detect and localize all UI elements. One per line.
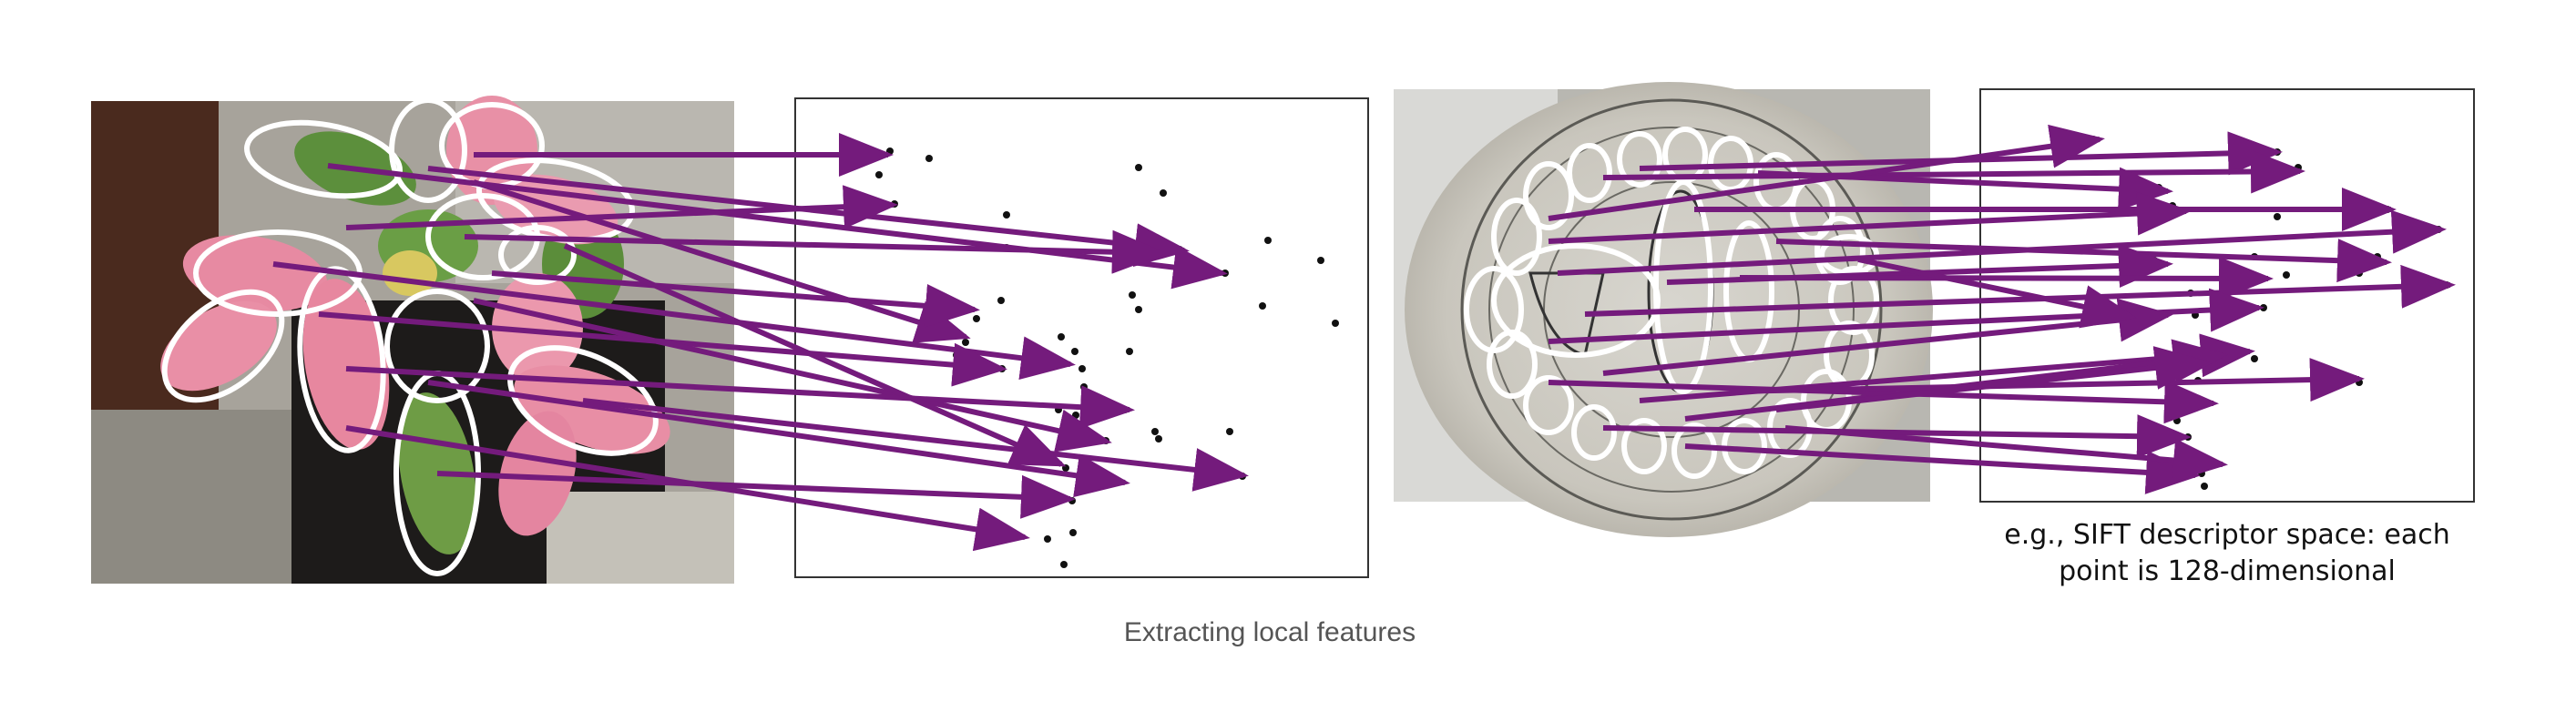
feature-arrow [1548, 380, 2219, 424]
feature-arrow [1684, 443, 2201, 494]
feature-arrow [1602, 414, 2192, 459]
region-ellipse [498, 225, 577, 285]
feature-arrow [563, 243, 1067, 467]
descriptor-point [2198, 470, 2205, 477]
feature-arrow [345, 366, 1135, 430]
figure-caption: Extracting local features [1123, 617, 1416, 647]
descriptor-point [1080, 383, 1088, 391]
descriptor-point [1003, 211, 1010, 219]
region-ellipse [1491, 198, 1542, 276]
descriptor-point [1062, 464, 1069, 472]
region-ellipse [1523, 161, 1574, 230]
descriptor-point [2356, 270, 2363, 277]
region-ellipse [1567, 143, 1612, 203]
descriptor-point [1044, 535, 1051, 543]
descriptor-point [875, 171, 883, 178]
descriptor-point [1060, 561, 1068, 568]
descriptor-point [2274, 213, 2281, 220]
region-ellipse [389, 97, 467, 203]
descriptor-point [1264, 237, 1272, 244]
descriptor-point [1135, 306, 1142, 313]
feature-arrow [582, 398, 1249, 492]
descriptor-point [1160, 189, 1167, 197]
feature-arrows [272, 124, 2456, 552]
feature-arrow [1784, 425, 2228, 483]
region-ellipse [1653, 179, 1713, 394]
descriptor-point [2173, 417, 2181, 424]
feature-arrow [1557, 209, 2447, 276]
feature-arrow [1602, 298, 2173, 376]
descriptor-point [1317, 257, 1324, 264]
descriptor-point [2251, 355, 2258, 362]
region-ellipse [1828, 266, 1879, 335]
descriptor-point [962, 339, 969, 346]
descriptor-point [2283, 271, 2290, 279]
descriptor-point [1135, 164, 1142, 171]
feature-arrow [464, 229, 1167, 274]
descriptor-point [1155, 435, 1162, 442]
feature-arrow [1730, 358, 2365, 402]
descriptor-point [2201, 483, 2208, 490]
poinsettia-photo [91, 96, 734, 584]
region-ellipse [1621, 418, 1667, 474]
feature-arrow [1548, 191, 2192, 244]
feature-arrow [345, 185, 898, 230]
descriptor-space-left [794, 97, 1369, 578]
feature-arrow [1739, 256, 2274, 300]
feature-arrow [1775, 346, 2210, 412]
descriptor-caption-line-1: e.g., SIFT descriptor space: each [2004, 519, 2450, 551]
descriptor-point [1072, 412, 1079, 419]
region-ellipse [161, 289, 285, 403]
descriptor-point [1069, 529, 1077, 536]
feature-arrow [1775, 239, 2392, 283]
descriptor-point [1058, 333, 1065, 341]
descriptor-point [1126, 348, 1133, 355]
region-ellipse [1671, 422, 1717, 479]
feature-arrow [1857, 257, 2137, 329]
feature-arrow [436, 471, 1076, 519]
feature-arrow [272, 261, 1076, 381]
feature-arrow [491, 270, 980, 328]
descriptor-point [1129, 291, 1136, 299]
feature-arrow [1548, 124, 2105, 221]
descriptor-point [1078, 365, 1086, 372]
descriptor-point [1071, 348, 1078, 355]
descriptor-point [1151, 428, 1159, 435]
region-ellipse [384, 289, 490, 403]
region-ellipse [1617, 131, 1662, 188]
descriptor-point [1259, 302, 1266, 310]
descriptor-point [1332, 320, 1339, 327]
descriptor-point [2260, 304, 2267, 311]
descriptor-caption-line-2: point is 128-dimensional [2059, 555, 2396, 587]
region-ellipse [1571, 404, 1617, 461]
feature-arrow [1584, 264, 2456, 317]
region-ellipse [1814, 216, 1866, 285]
descriptor-point [1226, 428, 1233, 435]
descriptor-caption: e.g., SIFT descriptor space: each point … [1972, 517, 2482, 590]
descriptor-point [973, 315, 980, 322]
feature-arrow [473, 179, 971, 343]
descriptor-point [997, 297, 1005, 304]
region-ellipse [1523, 375, 1574, 435]
feature-arrow [473, 298, 1112, 453]
descriptor-point [925, 155, 933, 162]
region-ellipse [507, 345, 659, 456]
feature-arrow [1602, 149, 2305, 194]
